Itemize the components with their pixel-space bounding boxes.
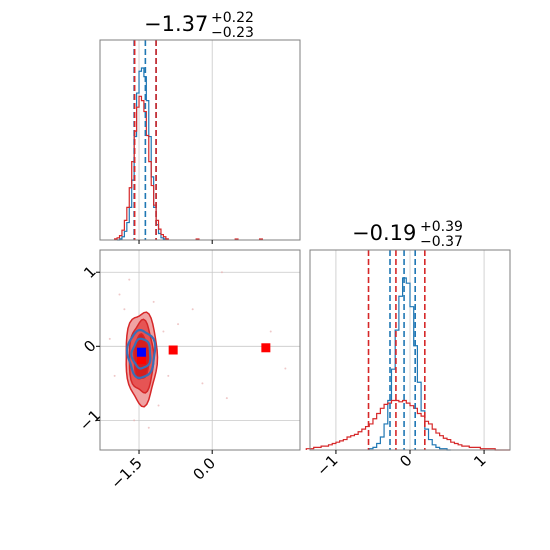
p3-scatter-point [284, 367, 287, 370]
panel-marginal-param-1 [99, 39, 301, 244]
title-param-1-upper: +0.22 [211, 10, 254, 26]
title-param-1: −1.37 +0.22 −0.23 [144, 10, 254, 41]
title-param-1-lower: −0.23 [211, 25, 254, 41]
p3-blue-contour-0 [125, 328, 157, 380]
p3-red-marker [136, 355, 146, 365]
p3-scatter-point [201, 382, 204, 385]
p3-scatter-point [191, 308, 194, 311]
p3-scatter-point [157, 404, 160, 407]
p3-scatter-point [220, 271, 223, 274]
p3-scatter-point [167, 374, 170, 377]
p2-xtick-label: 0 [396, 451, 415, 470]
p3-scatter-point [133, 419, 136, 422]
p1-series-1-step [114, 95, 169, 240]
p2-series-1-step [305, 399, 510, 451]
panel-3-frame [99, 249, 301, 451]
p2-xtick-label: 1 [470, 451, 489, 470]
p3-scatter-point [269, 330, 272, 333]
panel-marginal-param-2: −1 0 1 [305, 249, 511, 480]
p3-red-marker [261, 343, 271, 353]
title-param-2-value: −0.19 [352, 221, 416, 245]
p2-series-0-step [368, 277, 451, 451]
title-param-2: −0.19 +0.39 −0.37 [352, 219, 463, 250]
p3-scatter-point [113, 374, 116, 377]
title-param-1-value: −1.37 [144, 12, 208, 36]
title-param-2-upper: +0.39 [420, 219, 463, 235]
p3-scatter-point [128, 278, 131, 281]
p3-xtick-label: 0.0 [189, 454, 219, 484]
p3-scatter-point [108, 337, 111, 340]
p3-blue-contour-1 [130, 337, 152, 370]
p3-xtick-label: −1.5 [107, 454, 145, 492]
p3-scatter-point [123, 308, 126, 311]
p3-blue-marker [136, 347, 146, 357]
p3-scatter-point [225, 397, 228, 400]
p3-scatter-point [177, 323, 180, 326]
panel-1-frame [99, 39, 301, 241]
p3-scatter-point [118, 293, 121, 296]
p3-red-marker [168, 345, 178, 355]
title-param-2-lower: −0.37 [420, 234, 463, 250]
panel-joint-param-1-param-2: −1.5 0.0−101 [76, 249, 301, 493]
p2-xtick-label: −1 [313, 451, 341, 479]
p3-scatter-point [162, 330, 165, 333]
p3-scatter-point [147, 426, 150, 429]
p1-series-0-step [117, 67, 167, 241]
p3-scatter-point [152, 300, 155, 303]
